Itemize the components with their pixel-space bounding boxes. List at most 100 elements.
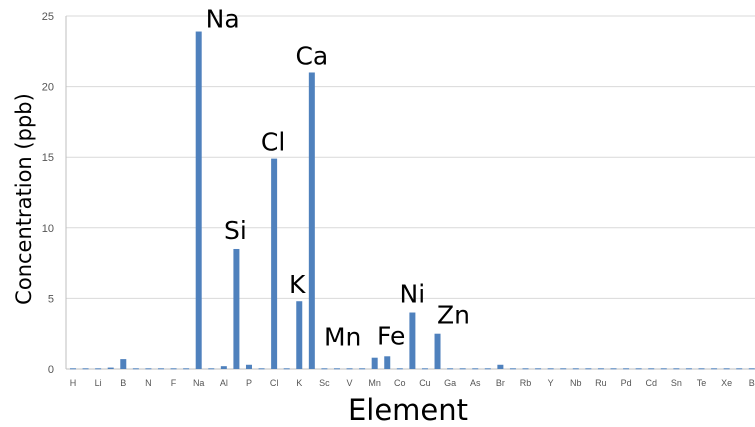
- bar-Mg: [208, 368, 215, 370]
- bar-Kr: [509, 368, 516, 370]
- bar-I: [711, 368, 718, 370]
- bar-Al: [220, 366, 227, 369]
- x-tick-label: P: [246, 378, 252, 388]
- x-tick-label: Mn: [368, 378, 381, 388]
- bar-Ar: [283, 368, 290, 370]
- bar-He: [82, 368, 89, 370]
- bar-Na: [195, 31, 202, 369]
- bar-Ni: [409, 312, 416, 369]
- bar-Si: [233, 248, 240, 369]
- bar-Y: [547, 368, 554, 370]
- bar-Zr: [560, 368, 567, 370]
- x-tick-label: H: [70, 378, 77, 388]
- bar-Ti: [333, 368, 340, 370]
- gridlines: [66, 15, 755, 299]
- bar-Zn: [434, 333, 441, 369]
- bar-Sr: [535, 368, 542, 370]
- bar-Sb: [685, 368, 692, 370]
- bar-Cr: [359, 368, 366, 370]
- bar-As: [472, 368, 479, 370]
- x-tick-label: Co: [394, 378, 406, 388]
- bar-Cl: [271, 158, 278, 369]
- annotation-Ni: Ni: [400, 280, 426, 309]
- bar-K: [296, 301, 303, 369]
- bar-Rb: [522, 368, 529, 370]
- annotation-Cl: Cl: [261, 128, 285, 157]
- bar-Ba: [748, 368, 755, 370]
- bar-S: [258, 368, 265, 370]
- bar-Fe: [384, 356, 391, 369]
- x-tick-label: N: [145, 378, 152, 388]
- bar-Mo: [585, 368, 592, 370]
- bar-Ge: [459, 368, 466, 370]
- annotation-Si: Si: [224, 216, 247, 245]
- x-tick-label: Br: [496, 378, 505, 388]
- y-tick-label: 15: [42, 152, 54, 164]
- x-tick-label: Nb: [570, 378, 582, 388]
- bar-Ne: [183, 368, 190, 370]
- y-tick-label: 20: [42, 82, 54, 94]
- x-tick-label: Pd: [621, 378, 632, 388]
- bar-Mn: [371, 357, 378, 369]
- annotation-Fe: Fe: [377, 321, 405, 350]
- bar-P: [245, 364, 252, 369]
- x-tick-label: Xe: [721, 378, 732, 388]
- x-tick-label: Sc: [319, 378, 330, 388]
- x-tick-label: V: [347, 378, 353, 388]
- annotation-Zn: Zn: [437, 301, 470, 330]
- bar-Be: [107, 367, 114, 369]
- y-axis-title: Concentration (ppb): [12, 93, 36, 305]
- x-tick-label: K: [296, 378, 302, 388]
- x-tick-label: Cd: [645, 378, 657, 388]
- x-axis-title: Element: [348, 393, 468, 427]
- element-annotations: Na Si Cl K Ca Mn Fe Ni Zn: [206, 5, 470, 352]
- bar-Se: [484, 368, 491, 370]
- x-tick-label: Al: [220, 378, 228, 388]
- x-tick-label: Sn: [671, 378, 682, 388]
- bar-H: [70, 368, 76, 370]
- x-tick-labels: H Li B N F Na Al P Cl K Sc V Mn Co Cu Ga As Br Rb Y Nb Ru Pd Cd…: [70, 378, 755, 388]
- x-tick-label: B: [749, 378, 755, 388]
- annotation-Ca: Ca: [295, 41, 328, 70]
- x-tick-label: As: [470, 378, 481, 388]
- bar-B: [120, 359, 127, 369]
- bar-O: [157, 368, 164, 370]
- bar-N: [145, 368, 152, 370]
- bar-Nb: [572, 368, 579, 370]
- bar-Li: [95, 368, 102, 370]
- bar-Te: [698, 368, 705, 370]
- annotation-Na: Na: [206, 5, 240, 34]
- annotation-Mn: Mn: [324, 323, 361, 352]
- bar-Rh: [610, 368, 617, 370]
- bars: [70, 31, 755, 370]
- x-tick-label: Li: [95, 378, 102, 388]
- y-tick-label: 5: [48, 293, 54, 305]
- x-tick-label: Ru: [595, 378, 607, 388]
- annotation-K: K: [289, 270, 306, 299]
- x-tick-label: Rb: [520, 378, 532, 388]
- y-tick-label: 0: [48, 364, 54, 376]
- bar-Sc: [321, 368, 328, 370]
- bar-Cu: [421, 368, 428, 370]
- y-tick-labels: 0 5 10 15 20 25: [42, 11, 54, 376]
- bar-Ga: [447, 368, 454, 370]
- bar-Co: [396, 368, 403, 370]
- x-tick-label: Y: [548, 378, 554, 388]
- bar-Ag: [635, 368, 642, 370]
- bar-Ru: [597, 368, 604, 370]
- x-tick-label: Cl: [270, 378, 279, 388]
- y-tick-label: 25: [42, 11, 54, 23]
- bar-Ca: [308, 72, 315, 369]
- x-tick-label: Ga: [444, 378, 456, 388]
- bar-Sn: [673, 368, 680, 370]
- bar-Xe: [723, 368, 730, 370]
- bar-Pd: [623, 368, 630, 370]
- bar-C: [132, 368, 139, 370]
- y-tick-label: 10: [42, 223, 54, 235]
- x-tick-label: Te: [697, 378, 707, 388]
- x-tick-label: B: [120, 378, 126, 388]
- x-tick-label: F: [171, 378, 177, 388]
- bar-Br: [497, 364, 504, 369]
- x-tick-label: Na: [193, 378, 205, 388]
